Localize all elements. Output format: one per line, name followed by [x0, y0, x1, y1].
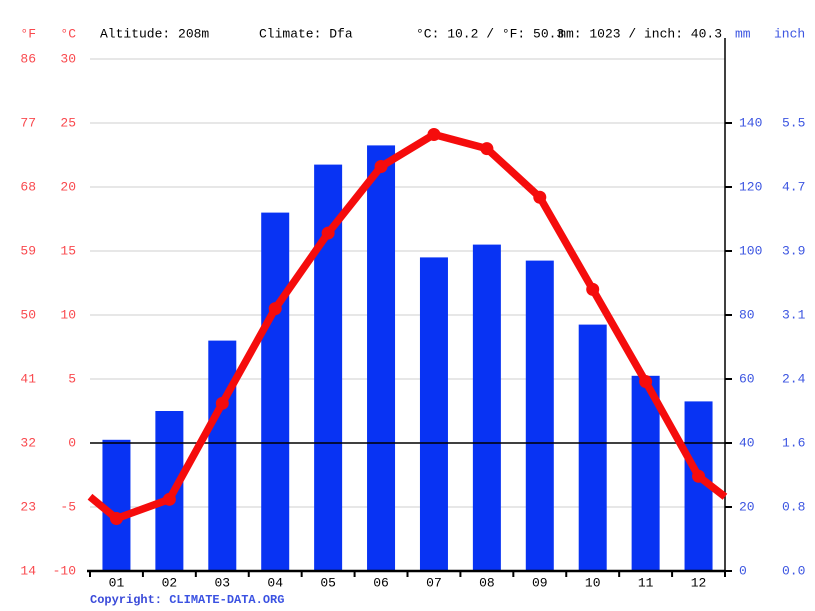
- axis-label-c-0: 0: [68, 435, 76, 451]
- header-climate-class: Climate: Dfa: [259, 26, 353, 42]
- temperature-line: [87, 130, 728, 523]
- header-f-unit: °F: [20, 26, 36, 42]
- month-label-07: 07: [426, 575, 442, 591]
- precip-bar-08: [472, 244, 501, 571]
- axis-label-mm-20: 20: [739, 499, 755, 515]
- precip-bar-04: [261, 212, 290, 571]
- temperature-point-01: [109, 512, 123, 526]
- copyright-line: Copyright: CLIMATE-DATA.ORG: [90, 593, 284, 607]
- axis-label-c--5: -5: [60, 499, 76, 515]
- axis-label-inch-3.1: 3.1: [782, 307, 806, 323]
- precip-bar-10: [578, 324, 607, 571]
- axis-label-inch-4.7: 4.7: [782, 179, 806, 195]
- temperature-point-04: [268, 302, 282, 316]
- header-mean-temperature: °C: 10.2 / °F: 50.3: [416, 26, 565, 42]
- month-label-05: 05: [320, 575, 336, 591]
- axis-label-mm-140: 140: [739, 115, 763, 131]
- header-altitude: Altitude: 208m: [100, 26, 210, 42]
- precip-bar-06: [367, 145, 396, 571]
- temperature-point-09: [533, 190, 547, 204]
- precip-bar-02: [155, 411, 184, 571]
- axis-label-f-41: 41: [20, 371, 36, 387]
- axis-label-inch-1.6: 1.6: [782, 435, 806, 451]
- axis-label-f-86: 86: [20, 51, 36, 67]
- month-label-11: 11: [637, 575, 654, 591]
- axis-label-mm-120: 120: [739, 179, 763, 195]
- precip-bar-09: [525, 260, 554, 571]
- temperature-point-03: [215, 396, 229, 410]
- axis-label-f-68: 68: [20, 179, 36, 195]
- temperature-point-05: [321, 226, 335, 240]
- axis-label-f-14: 14: [20, 563, 36, 579]
- axis-label-inch-3.9: 3.9: [782, 243, 806, 259]
- month-label-10: 10: [584, 575, 601, 591]
- month-label-01: 01: [108, 575, 125, 591]
- month-label-08: 08: [479, 575, 495, 591]
- precip-bar-01: [102, 439, 131, 571]
- precip-bar-11: [631, 375, 660, 571]
- header-mm-unit: mm: [735, 26, 751, 42]
- temperature-point-10: [586, 282, 600, 296]
- temperature-point-06: [374, 160, 388, 174]
- temperature-point-08: [480, 142, 494, 156]
- temperature-point-02: [162, 492, 176, 506]
- axis-label-c-15: 15: [60, 243, 76, 259]
- precip-bar-03: [208, 340, 237, 571]
- axis-label-inch-0.8: 0.8: [782, 499, 806, 515]
- temperature-point-11: [639, 375, 653, 389]
- axis-label-mm-0: 0: [739, 563, 747, 579]
- axis-label-c-5: 5: [68, 371, 76, 387]
- header-inch-unit: inch: [774, 26, 806, 42]
- month-label-06: 06: [373, 575, 389, 591]
- month-label-02: 02: [161, 575, 178, 591]
- axis-label-c-10: 10: [60, 307, 76, 323]
- header-total-precipitation: mm: 1023 / inch: 40.3: [558, 26, 722, 42]
- precip-bar-07: [419, 257, 448, 571]
- axis-label-inch-0.0: 0.0: [782, 563, 806, 579]
- axis-label-f-23: 23: [20, 499, 36, 515]
- axis-label-mm-80: 80: [739, 307, 755, 323]
- month-label-12: 12: [690, 575, 707, 591]
- month-label-03: 03: [214, 575, 231, 591]
- axis-label-mm-40: 40: [739, 435, 755, 451]
- axis-label-c-30: 30: [60, 51, 76, 67]
- month-label-09: 09: [531, 575, 548, 591]
- axis-label-c-20: 20: [60, 179, 76, 195]
- axis-label-inch-2.4: 2.4: [782, 371, 806, 387]
- axis-label-c--10: -10: [52, 563, 76, 579]
- axis-label-f-50: 50: [20, 307, 36, 323]
- header-c-unit: °C: [60, 26, 76, 42]
- temperature-point-07: [427, 128, 441, 142]
- axis-label-f-77: 77: [20, 115, 36, 131]
- axis-label-c-25: 25: [60, 115, 76, 131]
- axis-label-mm-60: 60: [739, 371, 755, 387]
- axis-label-f-32: 32: [20, 435, 36, 451]
- axis-label-inch-5.5: 5.5: [782, 115, 806, 131]
- temperature-point-12: [692, 469, 706, 483]
- axis-label-f-59: 59: [20, 243, 36, 259]
- copyright-link[interactable]: CLIMATE-DATA.ORG: [169, 593, 285, 607]
- axis-label-mm-100: 100: [739, 243, 763, 259]
- copyright-prefix: Copyright:: [90, 593, 170, 607]
- month-label-04: 04: [267, 575, 284, 591]
